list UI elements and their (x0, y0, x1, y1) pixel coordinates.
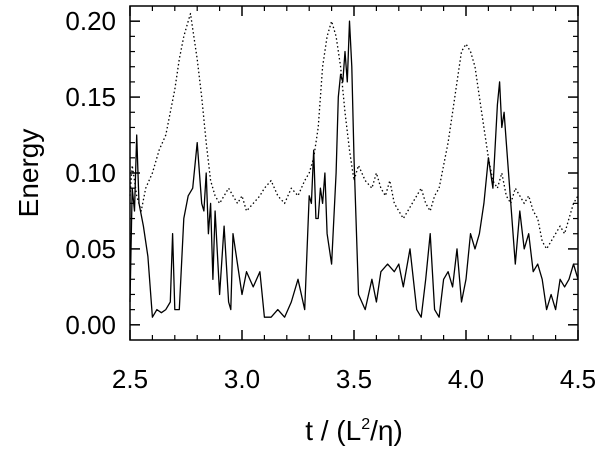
y-tick-label: 0.10 (65, 158, 116, 188)
y-axis-label: Energy (13, 129, 44, 218)
x-axis-label-suffix: /η) (370, 415, 403, 446)
x-tick-label: 4.0 (448, 364, 484, 394)
x-tick-label: 3.0 (224, 364, 260, 394)
x-tick-label: 3.5 (336, 364, 372, 394)
x-tick-label: 2.5 (112, 364, 148, 394)
x-axis-label: t / (L2/η) (305, 415, 403, 446)
x-axis-label-prefix: t / (L (305, 415, 361, 446)
y-tick-label: 0.05 (65, 234, 116, 264)
x-tick-label: 4.5 (560, 364, 596, 394)
y-tick-label: 0.20 (65, 6, 116, 36)
series-layer (129, 12, 579, 318)
y-tick-label: 0.15 (65, 82, 116, 112)
solid-series-line (129, 20, 579, 318)
x-axis-label-superscript: 2 (361, 416, 370, 433)
tick-layer: 2.5 3.0 3.5 4.0 4.5 0.00 0.05 0.10 0.15 0.20 (65, 6, 596, 394)
y-tick-label: 0.00 (65, 310, 116, 340)
